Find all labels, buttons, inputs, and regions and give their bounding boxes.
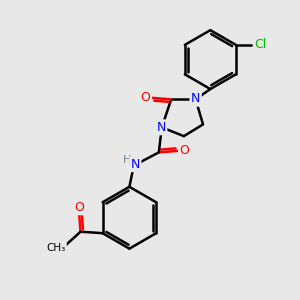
Text: O: O (74, 201, 84, 214)
Text: O: O (141, 92, 151, 104)
Text: N: N (157, 121, 166, 134)
Text: N: N (191, 92, 200, 105)
Text: O: O (179, 144, 189, 158)
Text: H: H (123, 155, 131, 165)
Text: CH₃: CH₃ (46, 243, 66, 253)
Text: Cl: Cl (254, 38, 266, 51)
Text: N: N (130, 158, 140, 171)
